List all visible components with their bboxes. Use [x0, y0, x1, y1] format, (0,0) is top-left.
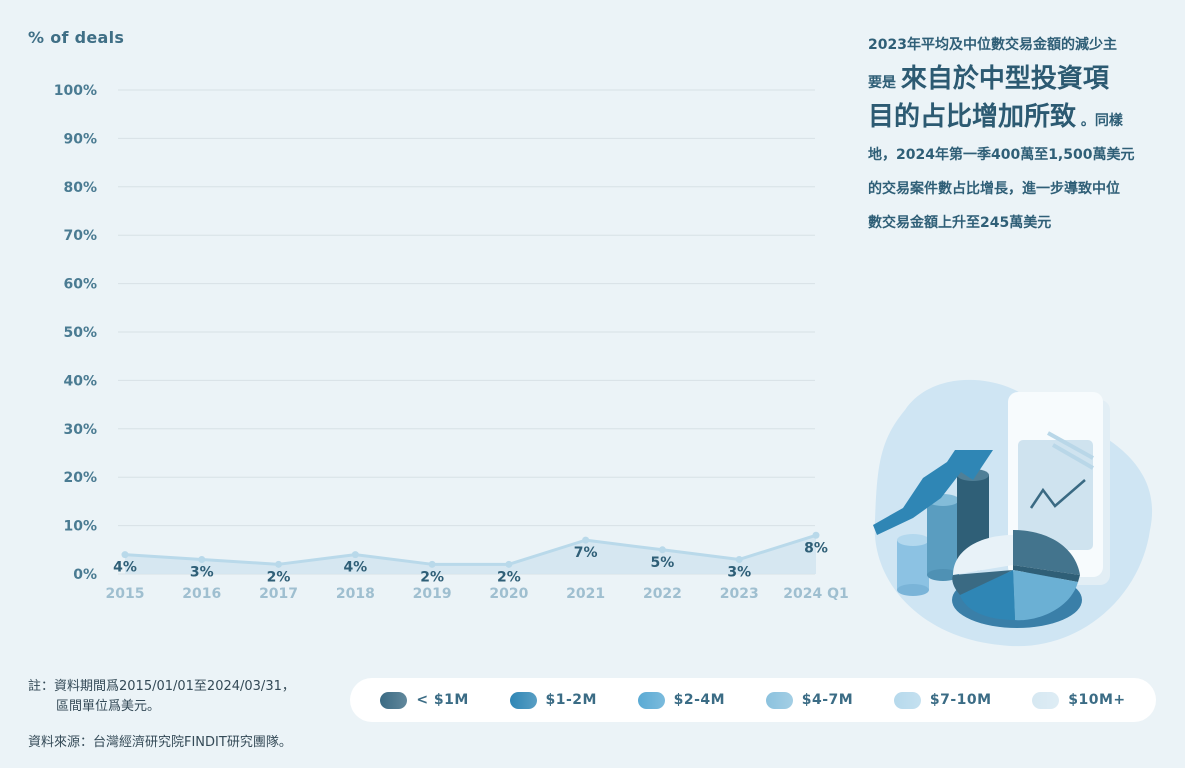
y-tick-label: 100% [54, 83, 97, 99]
data-label: 8% [804, 540, 828, 556]
data-point [658, 546, 666, 554]
legend-swatch [1032, 691, 1060, 709]
legend-swatch [509, 691, 537, 709]
summary-line-2-prefix: 要是 [868, 75, 896, 91]
legend-label: $4-7M [801, 692, 854, 708]
y-tick-label: 20% [63, 470, 97, 486]
summary-highlight-2: 目的占比增加所致 [868, 102, 1077, 132]
summary-text: 2023年平均及中位數交易金額的減少主 要是 來自於中型投資項 目的占比增加所致… [868, 28, 1168, 240]
data-label: 4% [343, 560, 367, 576]
legend-swatch [765, 691, 793, 709]
growth-arrow [873, 450, 993, 535]
data-label: 7% [574, 545, 598, 561]
data-point [275, 560, 283, 568]
x-tick-label: 2023 [720, 586, 759, 602]
data-point [812, 531, 820, 539]
legend-item: $10M+ [1032, 691, 1126, 709]
y-tick-label: 0% [73, 567, 97, 583]
legend-label: $10M+ [1068, 692, 1126, 708]
legend-item: $4-7M [765, 691, 854, 709]
summary-line-3: 目的占比增加所致 。同樣 [868, 100, 1168, 138]
legend-item: $2-4M [637, 691, 726, 709]
y-tick-label: 90% [63, 131, 97, 147]
data-source: 資料來源：台灣經濟研究院FINDIT研究團隊。 [28, 735, 292, 750]
data-point [505, 560, 513, 568]
x-tick-label: 2016 [182, 586, 221, 602]
area-chart: 0% 10% 20% 30% 40% 50% 60% 70% 80% 90% 100% 4% 2015 3… [54, 83, 849, 602]
summary-line-3-suffix: 。同樣 [1080, 113, 1123, 129]
legend-label: < $1M [416, 692, 469, 708]
legend-item: $1-2M [509, 691, 597, 709]
legend-item: $7-10M [893, 691, 992, 709]
report-card-panel [1018, 440, 1093, 550]
cylinder-1-base [897, 584, 929, 596]
footnote-line-1: 註：資料期間爲2015/01/01至2024/03/31， [28, 679, 295, 694]
data-label: 2% [420, 569, 444, 585]
summary-highlight-1: 來自於中型投資項 [900, 64, 1109, 94]
y-tick-label: 40% [63, 373, 97, 389]
summary-line-2: 要是 來自於中型投資項 [868, 62, 1168, 100]
summary-line-6: 數交易金額上升至245萬美元 [868, 215, 1052, 231]
legend-swatch [637, 691, 665, 709]
cylinder-1-top [897, 534, 929, 546]
legend-label: $1-2M [545, 692, 597, 708]
report-card-line-2 [1052, 443, 1094, 470]
cylinder-2-body [927, 500, 959, 575]
legend-item: < $1M [380, 691, 469, 709]
summary-line-5: 的交易案件數占比增長，進一步導致中位 [868, 181, 1120, 197]
data-point [428, 560, 436, 568]
y-tick-label: 60% [63, 277, 97, 293]
data-label: 2% [267, 569, 291, 585]
report-card-trend [1029, 479, 1086, 509]
y-tick-label: 10% [63, 519, 97, 535]
x-tick-label: 2024 Q1 [783, 586, 848, 602]
footnote-line-2: 區間單位爲美元。 [56, 699, 161, 714]
legend-swatch [893, 691, 921, 709]
cylinder-1-body [897, 540, 929, 590]
y-tick-label: 70% [63, 228, 97, 244]
data-point [121, 551, 129, 559]
area-fill [125, 535, 816, 574]
summary-line-1: 2023年平均及中位數交易金額的減少主 [868, 37, 1117, 53]
data-point [351, 551, 359, 559]
y-tick-label: 50% [63, 325, 97, 341]
data-point [198, 555, 206, 563]
pie-slice-light [953, 535, 1013, 575]
cylinder-2-base [927, 569, 959, 581]
pie-slice-small [1013, 565, 1080, 582]
pie-slice-large [1013, 530, 1080, 575]
growth-illustration [873, 379, 1153, 647]
report-card-line-1 [1047, 431, 1094, 460]
x-tick-label: 2020 [489, 586, 528, 602]
pie-slice-dark [952, 570, 1013, 595]
series-line [124, 533, 817, 566]
x-tick-label: 2015 [106, 586, 145, 602]
legend-swatch [380, 691, 408, 709]
y-tick-label: 30% [63, 422, 97, 438]
data-point [582, 536, 590, 544]
y-tick-label: 80% [63, 180, 97, 196]
x-tick-label: 2022 [643, 586, 682, 602]
x-tick-label: 2021 [566, 586, 605, 602]
legend: < $1M $1-2M $2-4M $4-7M $7-10M $10M+ [350, 678, 1156, 722]
y-axis-title: % of deals [28, 28, 125, 47]
pie-slice-medium [1013, 570, 1078, 621]
legend-label: $2-4M [673, 692, 726, 708]
x-tick-label: 2019 [413, 586, 452, 602]
legend-label: $7-10M [929, 692, 992, 708]
data-label: 3% [727, 564, 751, 580]
pie-slice-blue [960, 570, 1015, 620]
data-label: 5% [651, 555, 675, 571]
data-point [735, 555, 743, 563]
data-label: 2% [497, 569, 521, 585]
x-tick-label: 2018 [336, 586, 375, 602]
summary-line-4: 地，2024年第一季400萬至1,500萬美元 [868, 147, 1135, 163]
x-tick-label: 2017 [259, 586, 298, 602]
footnote: 註：資料期間爲2015/01/01至2024/03/31， 區間單位爲美元。 [28, 677, 295, 717]
data-label: 4% [113, 560, 137, 576]
data-label: 3% [190, 564, 214, 580]
